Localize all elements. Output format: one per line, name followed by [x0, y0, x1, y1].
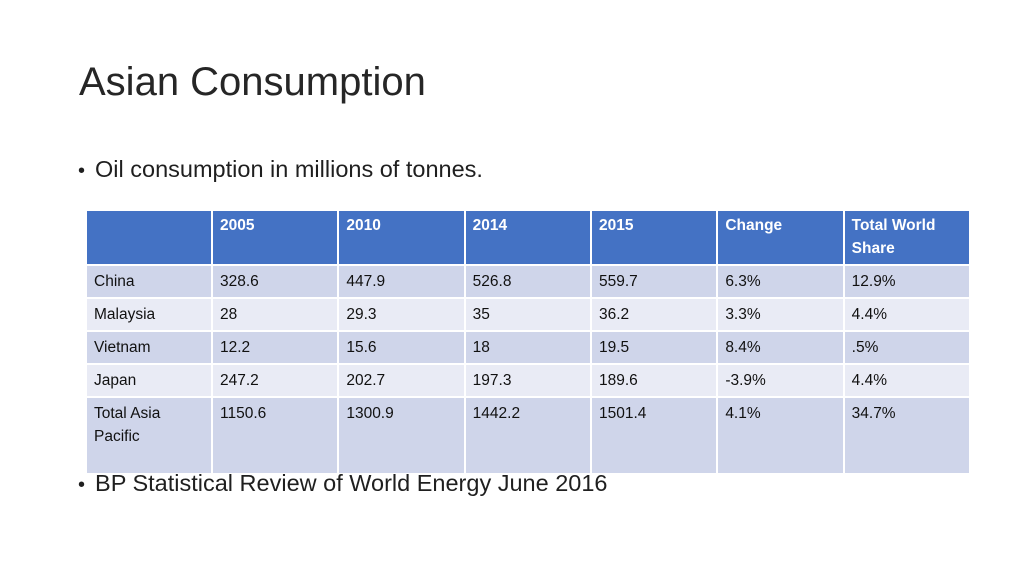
table-cell: 1501.4	[589, 396, 719, 475]
table-header-row: 2005 2010 2014 2015 Change Total World S…	[85, 209, 971, 266]
table-cell: 4.1%	[716, 396, 845, 475]
table-cell: .5%	[842, 330, 971, 365]
header-cell-2005: 2005	[210, 209, 340, 266]
header-cell-2010: 2010	[337, 209, 466, 266]
table-cell: 189.6	[589, 363, 719, 398]
table-cell: 328.6	[210, 264, 340, 299]
table-cell: 12.2	[210, 330, 340, 365]
table-cell: 4.4%	[842, 363, 971, 398]
table-cell: 6.3%	[716, 264, 845, 299]
slide-title: Asian Consumption	[79, 60, 426, 104]
header-cell-2014: 2014	[463, 209, 592, 266]
table-cell: 36.2	[589, 297, 719, 332]
table-cell: 1150.6	[210, 396, 340, 475]
table-cell: 8.4%	[716, 330, 845, 365]
table-cell: -3.9%	[716, 363, 845, 398]
table-cell: 1442.2	[463, 396, 592, 475]
bullet-text: Oil consumption in millions of tonnes.	[95, 156, 483, 182]
row-label: China	[85, 264, 213, 299]
table-cell: 526.8	[463, 264, 592, 299]
table-cell: 28	[210, 297, 340, 332]
table-cell: 18	[463, 330, 592, 365]
consumption-table: 2005 2010 2014 2015 Change Total World S…	[85, 209, 971, 475]
table-cell: 1300.9	[337, 396, 466, 475]
table-row: Vietnam 12.2 15.6 18 19.5 8.4% .5%	[85, 330, 971, 365]
table-cell: 29.3	[337, 297, 466, 332]
table-row: Malaysia 28 29.3 35 36.2 3.3% 4.4%	[85, 297, 971, 332]
table-cell: 19.5	[589, 330, 719, 365]
table-row: Total Asia Pacific 1150.6 1300.9 1442.2 …	[85, 396, 971, 475]
row-label: Vietnam	[85, 330, 213, 365]
bullet-item: • BP Statistical Review of World Energy …	[78, 470, 608, 497]
table-cell: 12.9%	[842, 264, 971, 299]
bullet-item: • Oil consumption in millions of tonnes.	[78, 156, 483, 183]
table-cell: 197.3	[463, 363, 592, 398]
row-label: Malaysia	[85, 297, 213, 332]
bullet-text: BP Statistical Review of World Energy Ju…	[95, 470, 608, 496]
row-label: Japan	[85, 363, 213, 398]
table-row: China 328.6 447.9 526.8 559.7 6.3% 12.9%	[85, 264, 971, 299]
bullet-dot-icon: •	[78, 160, 86, 182]
table-cell: 559.7	[589, 264, 719, 299]
table-row: Japan 247.2 202.7 197.3 189.6 -3.9% 4.4%	[85, 363, 971, 398]
table-cell: 15.6	[337, 330, 466, 365]
table-cell: 34.7%	[842, 396, 971, 475]
header-cell-change: Change	[716, 209, 845, 266]
table-cell: 247.2	[210, 363, 340, 398]
header-cell-total-world-share: Total World Share	[842, 209, 971, 266]
table-cell: 35	[463, 297, 592, 332]
bullet-dot-icon: •	[78, 474, 86, 496]
table-cell: 4.4%	[842, 297, 971, 332]
table-cell: 202.7	[337, 363, 466, 398]
table-cell: 447.9	[337, 264, 466, 299]
row-label: Total Asia Pacific	[85, 396, 213, 475]
header-cell-2015: 2015	[589, 209, 719, 266]
header-cell-empty	[85, 209, 213, 266]
table-cell: 3.3%	[716, 297, 845, 332]
